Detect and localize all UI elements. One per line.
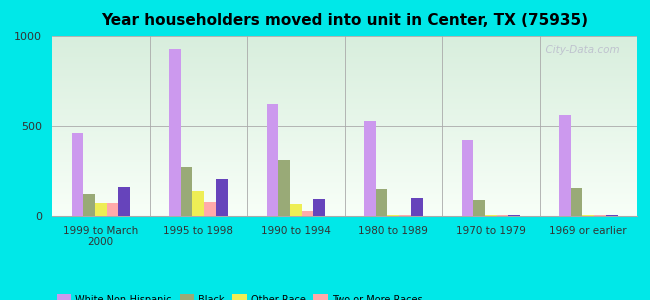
Bar <box>181 167 192 216</box>
Bar <box>473 200 485 216</box>
Bar <box>462 140 473 216</box>
Bar <box>95 202 107 216</box>
Bar <box>266 104 278 216</box>
Bar <box>606 214 618 216</box>
Bar <box>508 215 520 216</box>
Bar <box>387 215 399 216</box>
Bar <box>559 115 571 216</box>
Bar <box>376 189 387 216</box>
Bar <box>290 204 302 216</box>
Bar <box>169 49 181 216</box>
Bar <box>72 133 83 216</box>
Bar <box>83 194 95 216</box>
Bar <box>216 179 228 216</box>
Bar <box>399 214 411 216</box>
Bar <box>364 121 376 216</box>
Bar <box>302 211 313 216</box>
Bar <box>278 160 290 216</box>
Bar <box>192 191 204 216</box>
Bar <box>594 215 606 216</box>
Bar <box>497 215 508 216</box>
Bar <box>571 188 582 216</box>
Bar <box>485 215 497 216</box>
Bar <box>313 199 325 216</box>
Text: City-Data.com: City-Data.com <box>539 45 619 55</box>
Bar <box>411 198 422 216</box>
Bar <box>107 203 118 216</box>
Bar <box>118 187 130 216</box>
Bar <box>582 215 594 216</box>
Bar <box>204 202 216 216</box>
Title: Year householders moved into unit in Center, TX (75935): Year householders moved into unit in Cen… <box>101 13 588 28</box>
